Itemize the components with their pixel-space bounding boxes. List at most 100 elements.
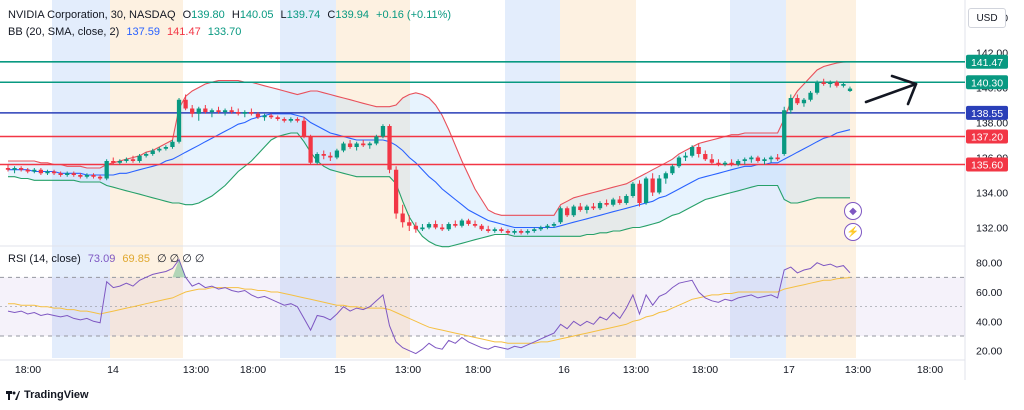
candle-body <box>670 166 675 174</box>
candle-body <box>841 84 846 86</box>
candle-body <box>716 162 721 165</box>
bb-upper-line <box>8 61 851 216</box>
brand-name: TradingView <box>24 389 89 401</box>
candle-body <box>551 224 557 226</box>
level-price-tag <box>966 54 1008 69</box>
candle-body <box>308 136 313 163</box>
candle-body <box>354 143 359 147</box>
candle-body <box>538 227 543 230</box>
candle-body <box>578 206 583 210</box>
candle-body <box>374 136 379 144</box>
time-tick-label: 18:00 <box>240 364 266 376</box>
time-tick-label: 13:00 <box>623 364 649 376</box>
candle-body <box>315 154 320 163</box>
rsi-tick-label: 60.00 <box>976 287 1002 299</box>
candle-body <box>486 229 491 231</box>
candle-body <box>117 161 122 163</box>
tradingview-logo[interactable]: TradingView <box>6 389 89 401</box>
candle-body <box>696 147 701 154</box>
candle-body <box>479 225 484 230</box>
candle-body <box>163 147 169 149</box>
candle-body <box>617 199 622 203</box>
candle-body <box>130 159 136 161</box>
bb-lower-line <box>8 132 850 248</box>
time-tick-label: 18:00 <box>917 364 943 376</box>
level-price-label: 141.47 <box>971 57 1003 69</box>
candle-body <box>58 173 63 175</box>
candle-body <box>834 82 839 86</box>
level-price-tag <box>966 157 1008 172</box>
candle-body <box>38 169 44 174</box>
candle-body <box>268 115 274 118</box>
candle-body <box>288 119 293 121</box>
candle-body <box>420 227 425 230</box>
candle-body <box>190 108 195 114</box>
rsi-overbought-fill <box>172 259 186 278</box>
candle-body <box>512 231 517 233</box>
candle-body <box>393 169 399 214</box>
candle-body <box>676 157 682 167</box>
rsi-legend[interactable]: RSI (14, close) 73.09 69.85 ∅ ∅ ∅ ∅ <box>8 252 209 265</box>
time-tick-label: 17 <box>783 364 795 376</box>
candle-body <box>611 199 616 205</box>
candle-body <box>459 220 465 226</box>
candle-body <box>847 88 853 91</box>
candle-body <box>407 222 412 226</box>
candle-body <box>45 171 50 174</box>
candle-body <box>150 150 155 154</box>
candle-body <box>380 126 386 137</box>
trend-arrow-shaft <box>864 82 918 104</box>
level-price-label: 137.20 <box>971 132 1003 144</box>
event-icon[interactable]: ◆ <box>844 202 862 220</box>
rsi-tick-label: 20.00 <box>976 346 1002 358</box>
candle-body <box>387 126 392 170</box>
candle-body <box>347 143 353 147</box>
candle-body <box>426 224 432 228</box>
candle-body <box>709 159 714 163</box>
currency-button[interactable]: USD <box>968 8 1006 28</box>
candle-body <box>222 110 228 112</box>
price-tick-label: 138.00 <box>976 118 1008 130</box>
candle-body <box>768 157 774 160</box>
candle-body <box>637 183 642 203</box>
candle-body <box>216 110 221 112</box>
rsi-label: RSI (14, close) <box>8 253 81 265</box>
candle-body <box>433 224 438 228</box>
candle-body <box>255 113 261 118</box>
candle-body <box>328 155 333 158</box>
candle-body <box>755 157 761 161</box>
rsi-ma-line <box>8 277 851 344</box>
candle-body <box>321 154 326 156</box>
price-tick-label: 132.00 <box>976 223 1008 235</box>
rsi-extra: ∅ ∅ ∅ ∅ <box>157 253 205 265</box>
candle-body <box>51 171 57 174</box>
candle-body <box>209 110 215 112</box>
close-value: 139.94 <box>335 9 369 21</box>
lightning-icon[interactable]: ⚡ <box>844 223 862 241</box>
candle-body <box>453 224 458 226</box>
candle-body <box>505 231 511 233</box>
candle-body <box>545 225 550 228</box>
time-tick-label: 13:00 <box>183 364 209 376</box>
bb-basis-value: 137.59 <box>126 26 160 38</box>
candle-body <box>170 141 175 147</box>
candle-body <box>144 154 149 156</box>
candle-body <box>492 229 497 231</box>
candle-body <box>446 224 451 230</box>
candle-body <box>183 99 188 109</box>
candle-body <box>525 231 530 233</box>
candle-body <box>828 82 833 84</box>
candle-body <box>341 143 346 151</box>
candle-body <box>788 98 793 111</box>
candle-body <box>597 203 603 209</box>
bb-legend[interactable]: BB (20, SMA, close, 2) 137.59 141.47 133… <box>8 26 245 38</box>
time-tick-label: 14 <box>107 364 119 376</box>
candle-body <box>749 157 754 160</box>
symbol-title[interactable]: NVIDIA Corporation, 30, NASDAQ <box>8 9 176 21</box>
candle-body <box>775 157 780 160</box>
time-tick-label: 16 <box>558 364 570 376</box>
rsi-tick-label: 80.00 <box>976 258 1002 270</box>
time-tick-label: 18:00 <box>465 364 491 376</box>
candle-body <box>821 82 826 84</box>
